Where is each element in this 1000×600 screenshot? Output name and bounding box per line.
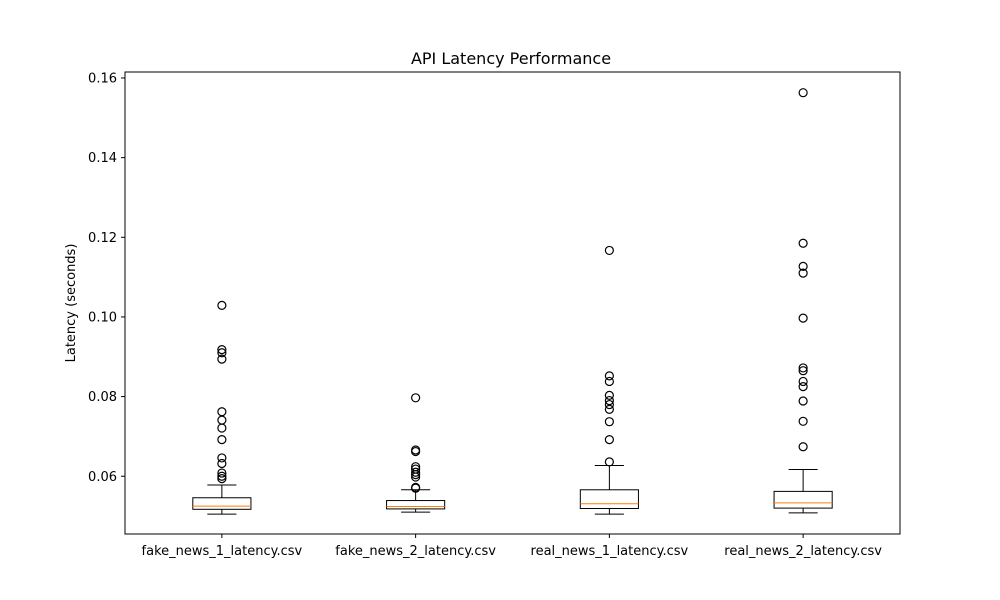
plot-frame <box>124 71 901 535</box>
outlier-point <box>217 435 227 445</box>
box-series <box>192 88 833 515</box>
iqr-box <box>773 490 833 509</box>
y-axis-label: Latency (seconds) <box>64 244 79 363</box>
iqr-box <box>579 489 639 510</box>
y-tick-label: 0.16 <box>88 71 117 86</box>
outlier-point <box>217 474 227 484</box>
y-tick-label: 0.06 <box>88 470 117 485</box>
outlier-point <box>798 88 808 98</box>
outlier-point <box>604 404 614 414</box>
outlier-point <box>217 354 227 364</box>
outlier-point <box>604 245 614 256</box>
x-axis-ticks: fake_news_1_latency.csv fake_news_2_laten… <box>142 534 882 559</box>
iqr-box <box>192 497 252 510</box>
chart-title: API Latency Performance <box>411 49 611 68</box>
iqr-box <box>386 500 446 510</box>
outlier-point <box>798 366 808 376</box>
outlier-point <box>798 261 808 271</box>
x-tick-label: fake_news_1_latency.csv <box>142 544 303 559</box>
outlier-point <box>798 442 808 452</box>
outlier-point <box>604 457 614 467</box>
box-group <box>192 300 252 515</box>
outlier-point <box>604 390 614 400</box>
outlier-point <box>217 344 227 355</box>
outlier-point <box>604 399 614 410</box>
y-axis-ticks: 0.06 0.08 0.10 0.12 0.14 0.16 <box>88 71 125 485</box>
outlier-point <box>798 382 808 392</box>
outlier-point <box>411 483 421 493</box>
outlier-point <box>798 313 808 323</box>
y-tick-label: 0.10 <box>88 310 117 325</box>
y-tick-label: 0.12 <box>88 231 117 246</box>
outlier-point <box>604 371 614 381</box>
x-tick-label: real_news_2_latency.csv <box>724 544 882 559</box>
outlier-point <box>411 446 421 457</box>
x-tick-label: real_news_1_latency.csv <box>531 544 689 559</box>
outlier-point <box>604 417 614 427</box>
outlier-point <box>604 395 614 406</box>
outlier-point <box>798 396 808 406</box>
outlier-point <box>217 348 227 358</box>
y-tick-label: 0.08 <box>88 390 117 405</box>
outlier-point <box>798 376 808 387</box>
outlier-point <box>411 393 421 403</box>
outlier-point <box>217 468 227 478</box>
outlier-point <box>217 471 227 481</box>
y-tick-label: 0.14 <box>88 151 117 166</box>
outlier-point <box>217 453 227 463</box>
box-group <box>579 245 639 515</box>
x-tick-label: fake_news_2_latency.csv <box>335 544 496 559</box>
outlier-point <box>217 423 227 433</box>
outlier-point <box>798 238 808 248</box>
outlier-point <box>411 470 421 480</box>
outlier-point <box>217 458 227 469</box>
outlier-point <box>604 435 614 445</box>
outlier-point <box>411 467 421 477</box>
box-group <box>773 88 833 514</box>
outlier-point <box>798 268 808 278</box>
box-group <box>386 393 446 513</box>
outlier-point <box>798 363 808 373</box>
outlier-point <box>411 472 421 482</box>
outlier-point <box>798 416 808 426</box>
outlier-point <box>217 300 227 310</box>
outlier-point <box>604 376 614 387</box>
